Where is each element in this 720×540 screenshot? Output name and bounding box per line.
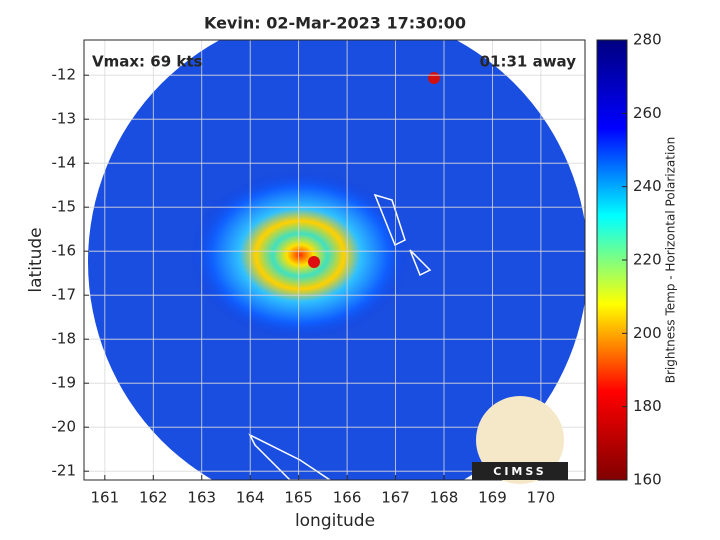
y-tick-label: -18	[52, 330, 77, 348]
y-tick-label: -14	[52, 154, 77, 172]
image	[88, 40, 585, 480]
eye	[308, 256, 320, 268]
y-tick-label: -16	[52, 242, 77, 260]
y-tick-label: -15	[52, 198, 77, 216]
logo-bar	[472, 462, 568, 480]
chart-title: Kevin: 02-Mar-2023 17:30:00	[204, 14, 466, 33]
x-tick-label: 165	[284, 489, 313, 507]
colorbar-tick-label: 220	[633, 251, 662, 269]
x-tick-label: 161	[91, 489, 120, 507]
y-tick-label: -13	[52, 110, 77, 128]
x-tick-label: 166	[333, 489, 362, 507]
annotation: 01:31 away	[480, 53, 577, 71]
logo: CIMSS	[472, 396, 568, 484]
y-tick-label: -17	[52, 286, 77, 304]
x-tick-label: 164	[236, 489, 265, 507]
y-tick-label: -21	[52, 462, 77, 480]
colorbar-tick-label: 260	[633, 104, 662, 122]
x-tick-label: 167	[381, 489, 410, 507]
x-tick-label: 170	[527, 489, 556, 507]
y-tick-label: -12	[52, 66, 77, 84]
colorbar-tick-label: 240	[633, 177, 662, 195]
plot-frame	[83, 39, 586, 481]
cell	[428, 72, 440, 84]
x-tick-label: 169	[478, 489, 507, 507]
colorbar-label: Brightness Temp - Horizontal Polarizatio…	[664, 137, 678, 384]
x-axis-label: longitude	[295, 511, 375, 531]
x-tick-label: 162	[139, 489, 168, 507]
y-tick-label: -20	[52, 418, 77, 436]
x-tick-label: 163	[187, 489, 216, 507]
annotation: Vmax: 69 kts	[92, 53, 202, 71]
x-tick-label: 168	[430, 489, 459, 507]
colorbar-tick-label: 180	[633, 397, 662, 415]
storm	[190, 170, 410, 340]
logo-text: CIMSS	[493, 465, 546, 478]
colorbar-tick-label: 280	[633, 31, 662, 49]
colorbar-tick-label: 160	[633, 471, 662, 489]
colorbar-tick-label: 200	[633, 324, 662, 342]
y-tick-label: -19	[52, 374, 77, 392]
y-axis-label: latitude	[26, 227, 46, 292]
coastline	[248, 193, 432, 480]
